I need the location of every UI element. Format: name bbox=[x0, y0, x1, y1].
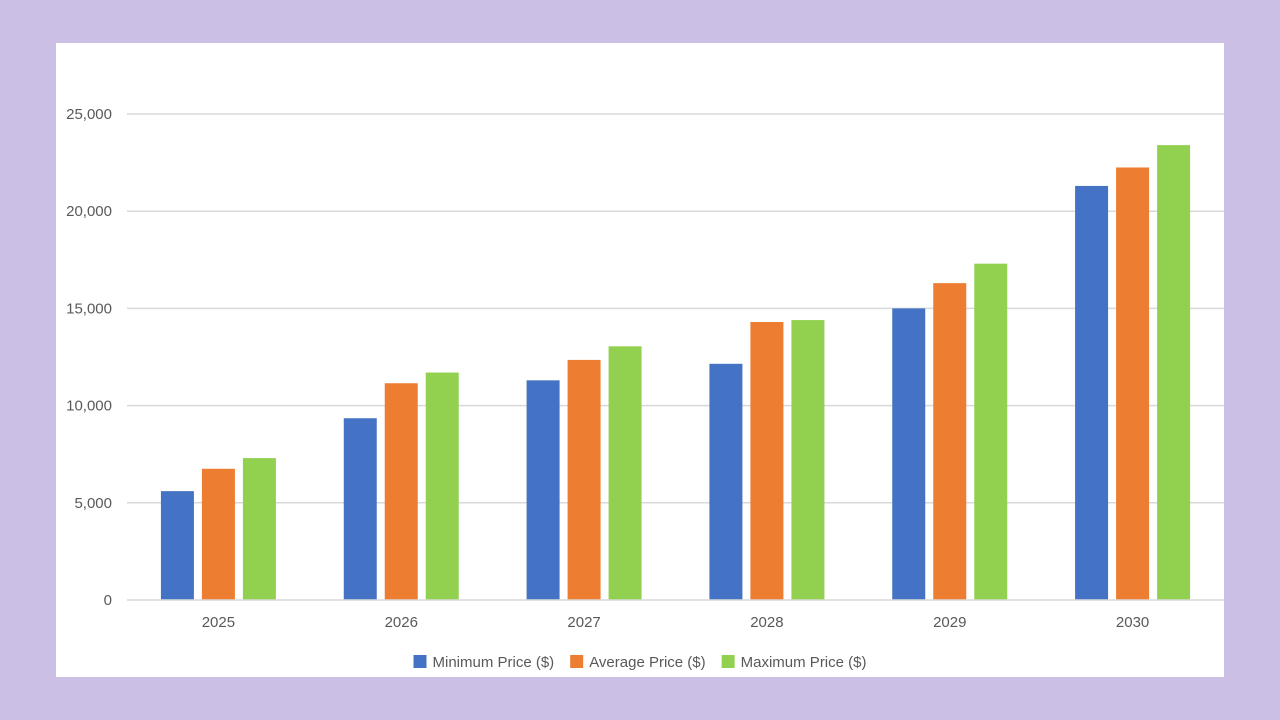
legend-swatch bbox=[570, 655, 584, 668]
bar-average-2025 bbox=[201, 468, 235, 600]
bar-average-2026 bbox=[384, 383, 418, 600]
x-tick-label: 2028 bbox=[750, 614, 783, 631]
bar-minimum-2025 bbox=[160, 491, 194, 600]
legend-swatch bbox=[721, 655, 735, 668]
bar-average-2028 bbox=[750, 322, 784, 600]
legend-label: Average Price ($) bbox=[589, 654, 705, 671]
bar-maximum-2029 bbox=[974, 263, 1008, 600]
x-tick-label: 2025 bbox=[202, 614, 235, 631]
bar-maximum-2030 bbox=[1157, 145, 1191, 600]
y-tick-label: 20,000 bbox=[66, 203, 112, 220]
bar-maximum-2026 bbox=[425, 372, 459, 600]
x-tick-label: 2027 bbox=[567, 614, 600, 631]
y-tick-label: 25,000 bbox=[66, 106, 112, 123]
bar-average-2027 bbox=[567, 359, 601, 600]
legend-label: Maximum Price ($) bbox=[741, 654, 867, 671]
bar-average-2030 bbox=[1116, 167, 1150, 600]
x-tick-label: 2026 bbox=[385, 614, 418, 631]
bar-minimum-2030 bbox=[1075, 185, 1109, 601]
bar-maximum-2025 bbox=[242, 458, 276, 600]
x-tick-label: 2030 bbox=[1116, 614, 1149, 631]
y-tick-label: 0 bbox=[104, 592, 112, 609]
bar-average-2029 bbox=[933, 283, 967, 600]
bar-minimum-2027 bbox=[526, 380, 560, 600]
y-tick-label: 15,000 bbox=[66, 300, 112, 317]
y-tick-label: 10,000 bbox=[66, 398, 112, 415]
legend-swatch bbox=[413, 655, 427, 668]
y-tick-label: 5,000 bbox=[74, 495, 112, 512]
x-tick-label: 2029 bbox=[933, 614, 966, 631]
bar-minimum-2028 bbox=[709, 363, 743, 600]
bar-minimum-2026 bbox=[343, 418, 377, 600]
bar-maximum-2027 bbox=[608, 346, 642, 600]
gridlines bbox=[127, 113, 1224, 504]
bars bbox=[160, 145, 1191, 601]
bar-maximum-2028 bbox=[791, 320, 825, 600]
y-axis-tick-labels: 0 5,000 10,000 15,000 20,000 25,000 bbox=[66, 106, 112, 609]
bar-minimum-2029 bbox=[892, 308, 926, 600]
legend-label: Minimum Price ($) bbox=[433, 654, 555, 671]
x-axis-tick-labels: 2025 2026 2027 2028 2029 2030 bbox=[202, 614, 1150, 631]
legend: Minimum Price ($) Average Price ($) Maximu… bbox=[413, 654, 867, 671]
